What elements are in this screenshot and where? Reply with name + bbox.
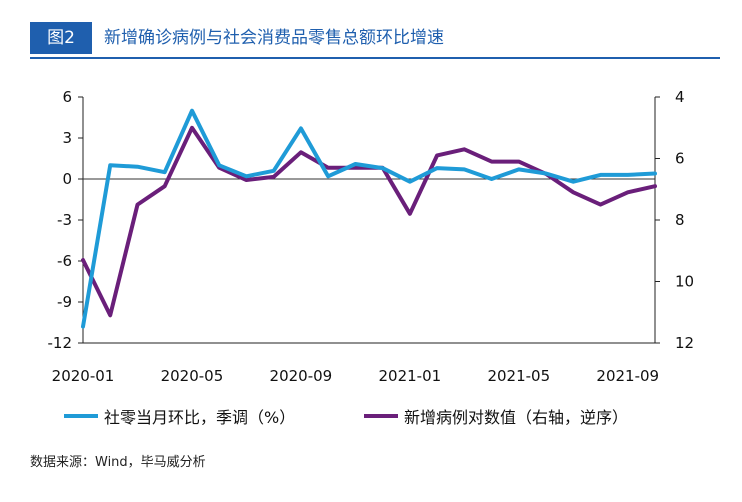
legend-swatch-cases xyxy=(364,414,398,418)
chart-canvas: 6 3 0 -3 -6 -9 -12 4 6 8 10 12 2020-01 2020-05 2020-09… xyxy=(48,88,695,385)
left-axis-tick-label: -12 xyxy=(48,334,73,352)
legend-label-cases: 新增病例对数值（右轴，逆序） xyxy=(404,408,629,427)
series-line-retail xyxy=(81,108,657,329)
legend-swatch-retail xyxy=(64,414,98,418)
figure-title: 新增确诊病例与社会消费品零售总额环比增速 xyxy=(104,28,444,48)
left-axis-tick-label: -9 xyxy=(57,293,72,311)
figure-header: 图2 新增确诊病例与社会消费品零售总额环比增速 xyxy=(30,22,720,54)
left-axis-tick-label: 3 xyxy=(62,129,72,147)
left-axis-tick-label: 6 xyxy=(62,88,72,106)
legend: 社零当月环比，季调（%） 新增病例对数值（右轴，逆序） xyxy=(64,404,724,428)
left-axis-tick-label: -3 xyxy=(57,211,72,229)
legend-label-retail: 社零当月环比，季调（%） xyxy=(104,408,296,427)
x-axis-tick-label: 2020-05 xyxy=(161,367,224,385)
x-axis-tick-label: 2020-09 xyxy=(270,367,333,385)
right-axis-tick-label: 10 xyxy=(675,273,694,291)
figure-label: 图2 xyxy=(30,22,92,54)
x-axis-tick-label: 2021-09 xyxy=(596,367,659,385)
right-axis-tick-label: 8 xyxy=(675,211,685,229)
source-note: 数据来源：Wind，毕马威分析 xyxy=(30,455,206,470)
left-axis-tick-label: -6 xyxy=(57,252,72,270)
x-axis-tick-label: 2021-01 xyxy=(379,367,442,385)
right-axis-tick-label: 4 xyxy=(675,88,685,106)
right-axis-tick-label: 6 xyxy=(675,150,685,168)
left-axis-tick-label: 0 xyxy=(62,170,72,188)
x-axis-tick-label: 2021-05 xyxy=(487,367,550,385)
legend-item-retail: 社零当月环比，季调（%） xyxy=(64,404,295,428)
right-axis-tick-label: 12 xyxy=(675,334,694,352)
x-axis-tick-label: 2020-01 xyxy=(52,367,115,385)
header-rule xyxy=(30,57,720,59)
series-line-cases xyxy=(81,125,657,318)
legend-item-cases: 新增病例对数值（右轴，逆序） xyxy=(364,404,628,428)
